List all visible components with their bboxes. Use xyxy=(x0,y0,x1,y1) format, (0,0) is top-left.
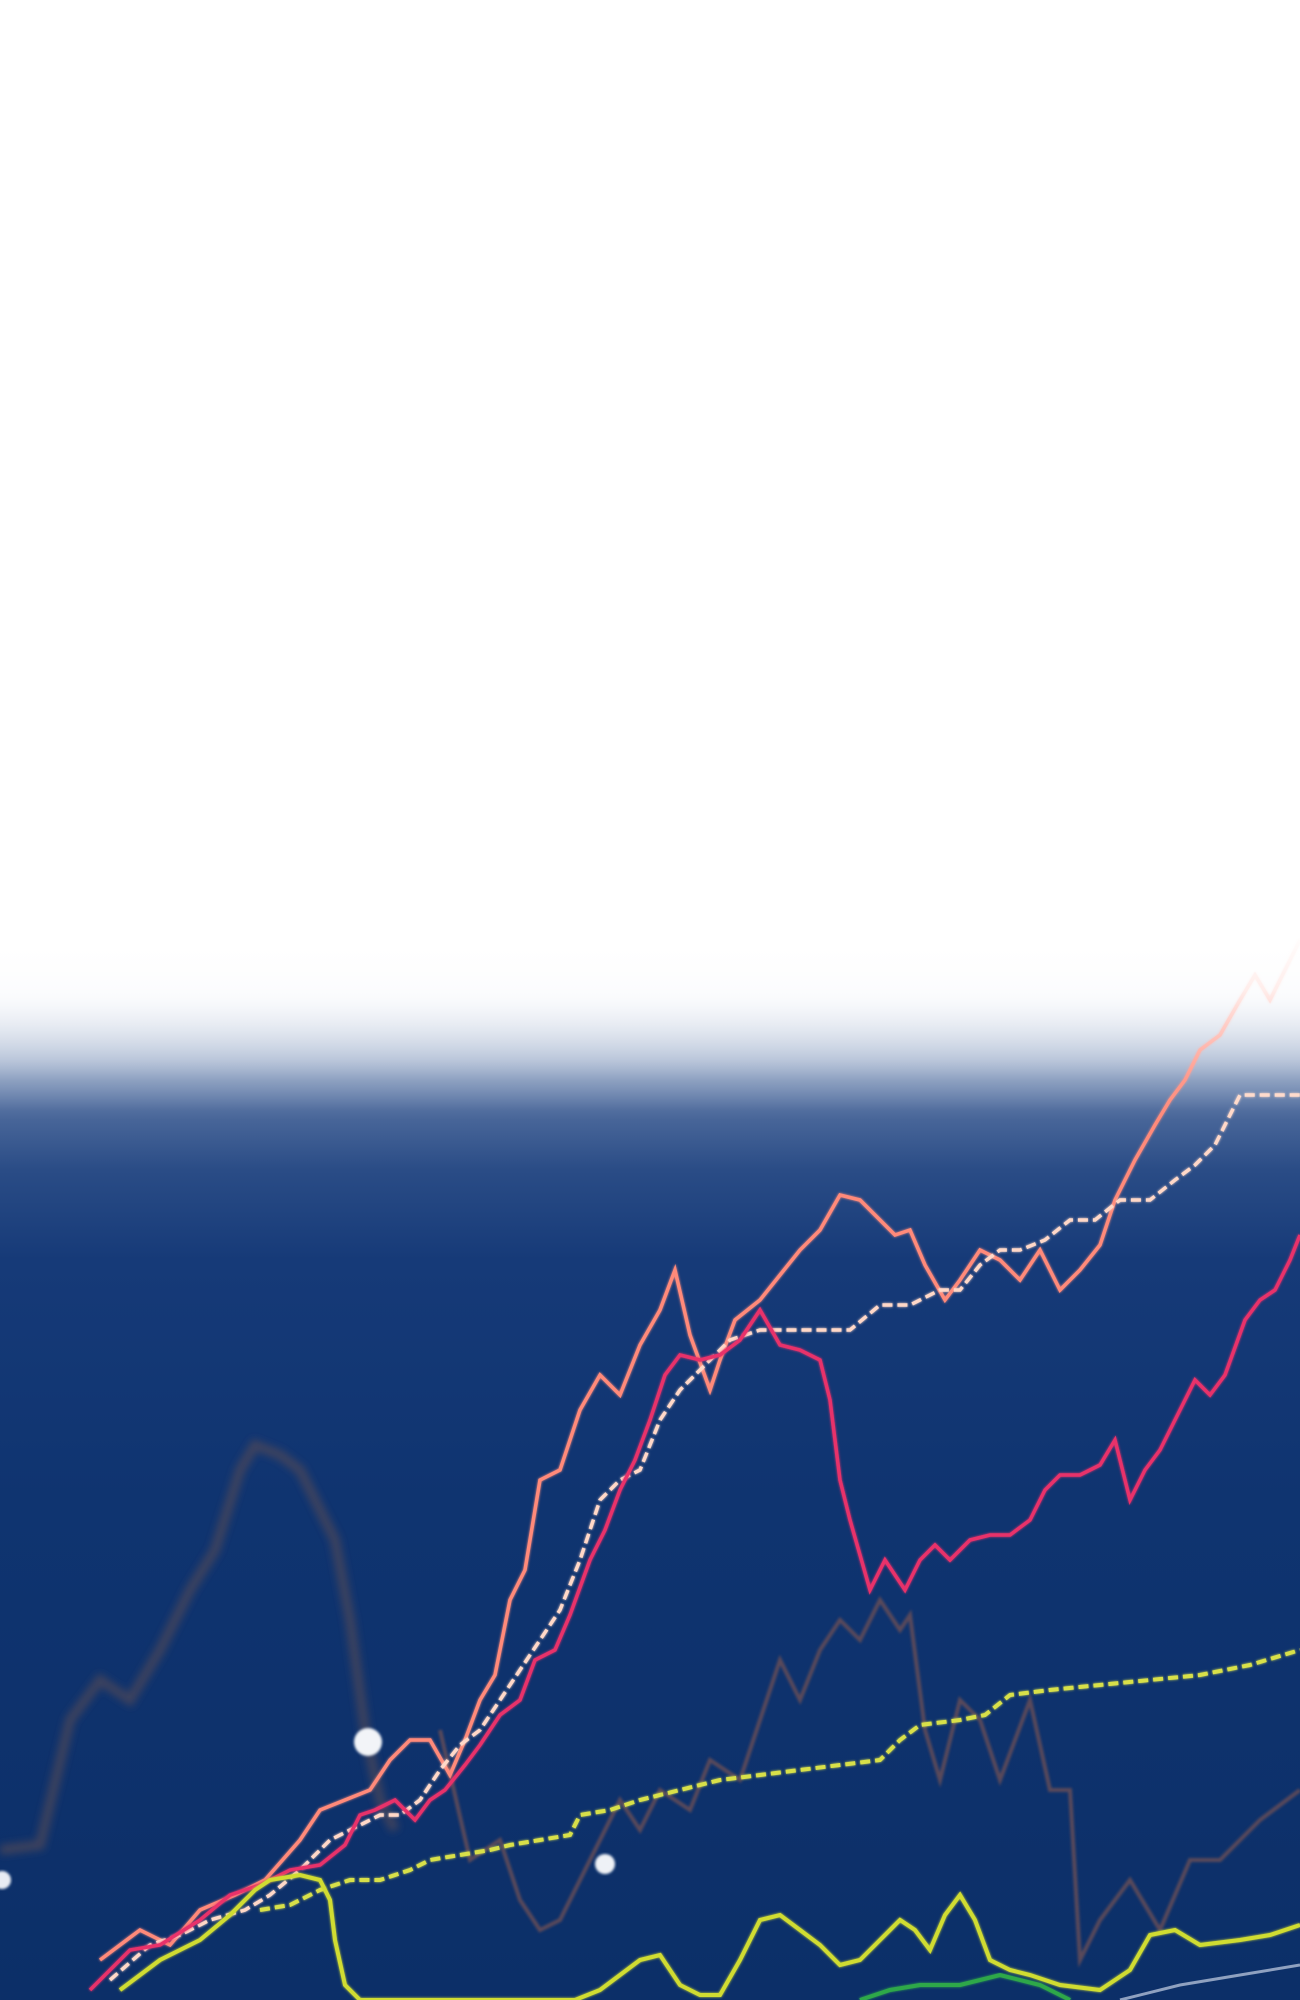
yellow-dashed-series-line xyxy=(259,1648,1300,1912)
dark-series-line-left xyxy=(0,1438,400,1855)
magenta-series-line xyxy=(88,1234,1300,1992)
green-series-line xyxy=(859,1972,1071,2000)
yellow-series-line xyxy=(118,1872,1300,2000)
dark-series-line-right xyxy=(438,1596,1300,1968)
light-edge-strip xyxy=(1119,1963,1300,2000)
marker-dot xyxy=(0,1871,11,1889)
marker-dot xyxy=(354,1728,382,1756)
salmon-series-line xyxy=(98,939,1300,1962)
peach-dashed-series-line xyxy=(108,1093,1300,1982)
marker-dot xyxy=(595,1854,615,1874)
